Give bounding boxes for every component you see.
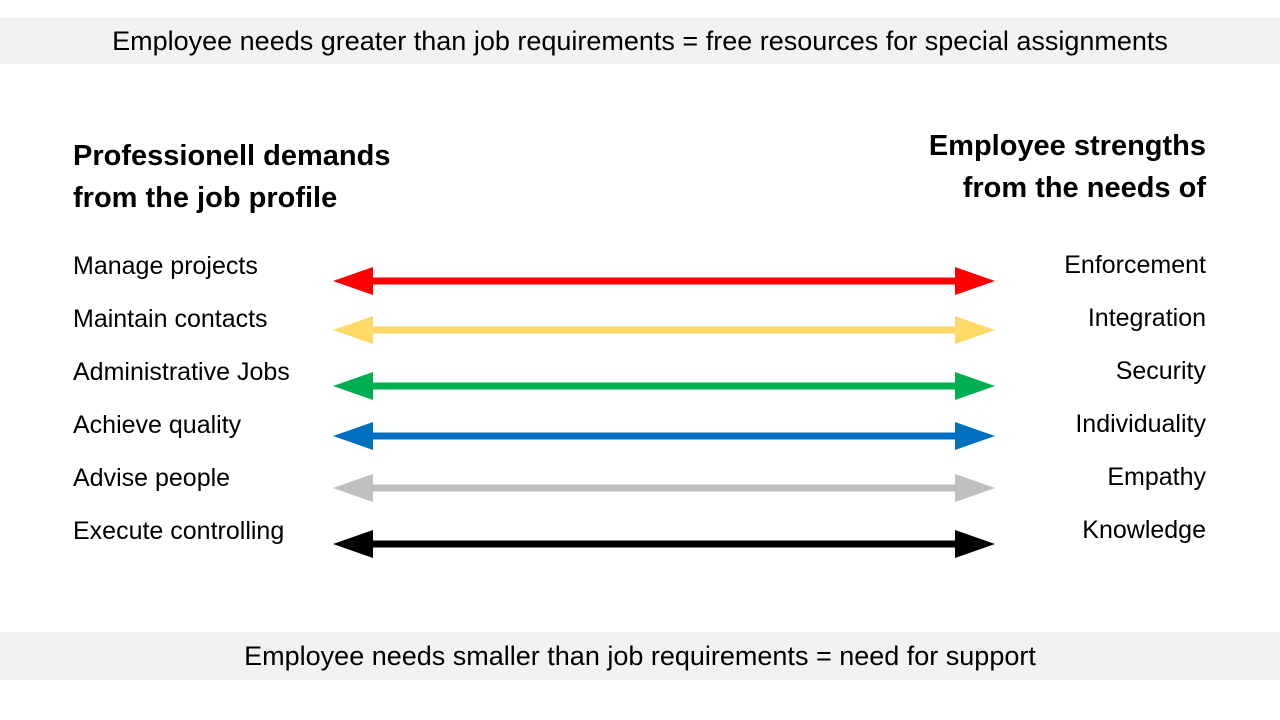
arrow-head-left [333, 474, 373, 502]
arrow-head-right [955, 530, 995, 558]
arrow-head-right [955, 422, 995, 450]
bottom-banner: Employee needs smaller than job requirem… [0, 632, 1280, 680]
left-heading: Professionell demands from the job profi… [73, 135, 391, 219]
right-label-empathy: Empathy [1107, 463, 1206, 491]
arrow-shaft [371, 540, 957, 548]
left-label-maintain-contacts: Maintain contacts [73, 305, 268, 333]
right-label-security: Security [1115, 357, 1206, 385]
left-heading-line-2: from the job profile [73, 182, 338, 214]
arrow-head-right [955, 316, 995, 344]
right-label-enforcement: Enforcement [1064, 251, 1206, 279]
right-heading: Employee strengths from the needs of [929, 125, 1206, 209]
arrow-head-right [955, 474, 995, 502]
arrow-head-left [333, 372, 373, 400]
left-label-administrative-jobs: Administrative Jobs [73, 358, 290, 386]
left-label-achieve-quality: Achieve quality [73, 411, 242, 439]
arrow-shaft [371, 432, 957, 440]
right-label-individuality: Individuality [1075, 410, 1206, 438]
arrow-head-left [333, 316, 373, 344]
arrow-shaft [371, 382, 957, 390]
arrow-head-left [333, 267, 373, 295]
arrow-shaft [371, 277, 957, 285]
double-arrow [333, 474, 995, 502]
double-arrow [333, 530, 995, 558]
arrow-shaft [371, 484, 957, 492]
double-arrow [333, 267, 995, 295]
double-arrow [333, 372, 995, 400]
arrow-head-right [955, 267, 995, 295]
left-label-advise-people: Advise people [73, 464, 231, 492]
left-label-manage-projects: Manage projects [73, 252, 258, 280]
left-heading-line-1: Professionell demands [73, 140, 391, 172]
right-label-integration: Integration [1087, 304, 1206, 332]
right-heading-line-2: from the needs of [962, 172, 1206, 204]
arrow-head-right [955, 372, 995, 400]
top-banner: Employee needs greater than job requirem… [0, 18, 1280, 64]
arrow-head-left [333, 530, 373, 558]
arrow-head-left [333, 422, 373, 450]
arrow-shaft [371, 326, 957, 334]
double-arrow [333, 316, 995, 344]
right-heading-line-1: Employee strengths [928, 130, 1206, 162]
left-label-execute-controlling: Execute controlling [73, 517, 285, 545]
double-arrow [333, 422, 995, 450]
right-label-knowledge: Knowledge [1082, 516, 1206, 544]
